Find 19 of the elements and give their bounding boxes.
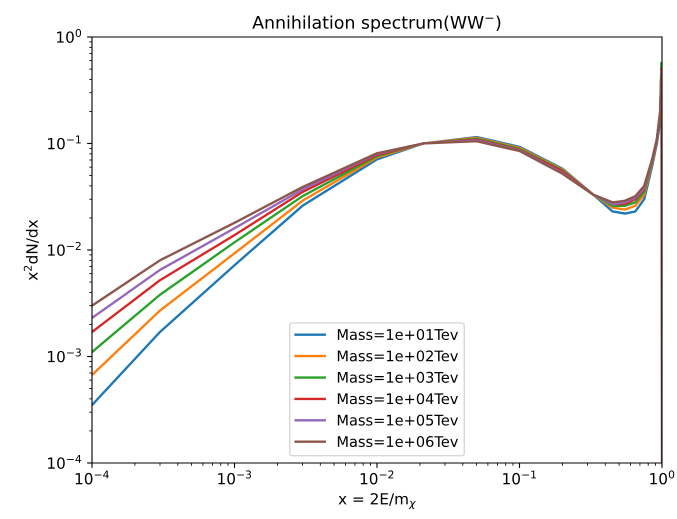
x-tick-label: 10$^{−2}$ [360, 470, 394, 484]
legend-label: Mass=1e+02Tev [338, 350, 458, 362]
legend-label: Mass=1e+03Tev [338, 372, 458, 383]
chart-title: Annihilation spectrum(WW$^{−}$) [252, 15, 500, 32]
legend-label: Mass=1e+05Tev [338, 414, 458, 426]
x-tick-label: 10$^{−4}$ [76, 470, 109, 484]
x-tick-label: 10$^{0}$ [650, 470, 674, 484]
y-axis-title: x$^{2}$dN/dx [24, 220, 39, 280]
x-tick-label: 10$^{−3}$ [218, 470, 252, 484]
x-tick-label: 10$^{−1}$ [503, 470, 536, 484]
y-tick-label: 10$^{−2}$ [48, 242, 81, 256]
legend-label: Mass=1e+01Tev [338, 328, 458, 340]
y-tick-label: 10$^{−4}$ [48, 455, 82, 469]
y-tick-label: 10$^{0}$ [57, 28, 82, 43]
y-tick-label: 10$^{−3}$ [48, 348, 81, 362]
x-axis-title: x = 2E/m$_{χ}$ [338, 493, 416, 510]
legend-label: Mass=1e+04Tev [338, 393, 458, 404]
y-tick-label: 10$^{−1}$ [48, 136, 81, 150]
legend-label: Mass=1e+06Tev [338, 436, 458, 448]
